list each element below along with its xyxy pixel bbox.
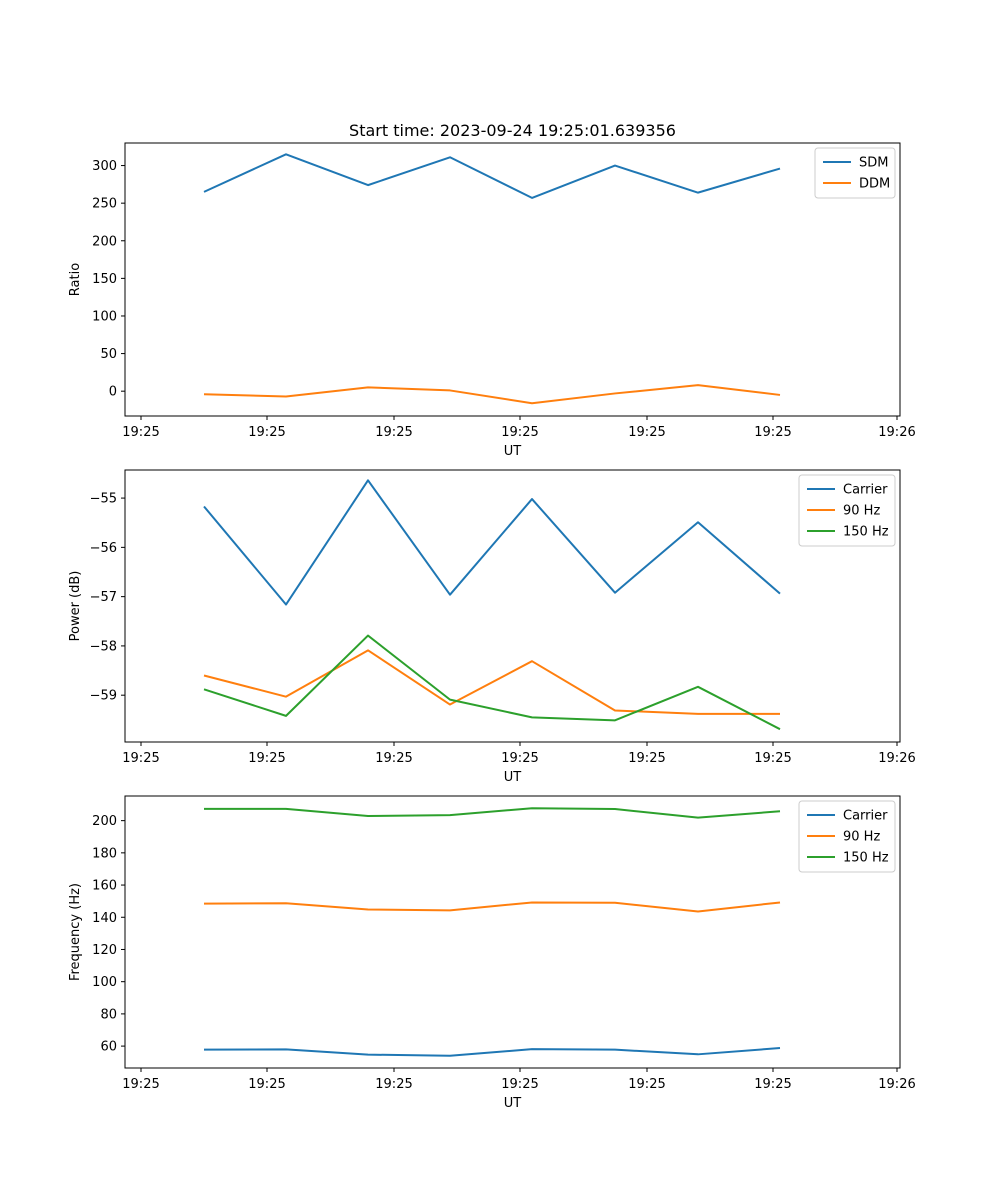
- y-tick-label: −57: [90, 590, 117, 605]
- plot-frame: [124, 142, 901, 417]
- x-tick-label: 19:25: [248, 751, 285, 766]
- legend-label: 150 Hz: [843, 851, 889, 866]
- x-tick-label: 19:25: [122, 425, 159, 440]
- chart-panel-1: Start time: 2023-09-24 19:25:01.639356 0 5…: [68, 121, 916, 459]
- x-tick-label: 19:25: [501, 751, 538, 766]
- y-tick-label: −59: [90, 689, 117, 704]
- chart-panel-3: 60 80 100 120 140 160 180 200 19:25 19:25 19:25 19:…: [68, 795, 916, 1111]
- legend-label: SDM: [859, 156, 888, 171]
- plot-frame: [124, 795, 901, 1069]
- x-tick-label: 19:25: [248, 1077, 285, 1092]
- x-tick-label: 19:25: [501, 425, 538, 440]
- y-tick-label: 140: [92, 911, 117, 926]
- x-tick-label: 19:25: [501, 1077, 538, 1092]
- legend-label: 90 Hz: [843, 830, 880, 845]
- x-tick-label: 19:25: [754, 1077, 791, 1092]
- series-line-carrier: [203, 1047, 781, 1057]
- legend-box: [814, 147, 896, 199]
- y-tick-label: 100: [92, 975, 117, 990]
- series-line-150-hz: [204, 807, 781, 819]
- legend-label: 150 Hz: [843, 525, 889, 540]
- y-tick-label: 80: [100, 1007, 117, 1022]
- y-tick-label: −56: [90, 541, 117, 556]
- series-line-90-hz: [203, 649, 780, 715]
- series-line-90-hz: [203, 901, 781, 913]
- x-axis-label: UT: [504, 770, 522, 785]
- y-axis-label: Power (dB): [68, 571, 83, 642]
- plot-frame: [124, 469, 901, 743]
- x-tick-label: 19:25: [628, 751, 665, 766]
- x-tick-label: 19:25: [375, 751, 412, 766]
- x-tick-label: 19:25: [628, 425, 665, 440]
- y-tick-label: 60: [100, 1040, 117, 1055]
- chart-panel-2: −55 −56 −57 −58 −59 19:25 19:25 19:25 19:25 19:25…: [68, 469, 916, 785]
- y-tick-label: 150: [92, 272, 117, 287]
- legend-label: Carrier: [843, 809, 888, 824]
- x-tick-label: 19:25: [122, 751, 159, 766]
- x-tick-label: 19:25: [375, 425, 412, 440]
- legend-box: [798, 800, 896, 873]
- y-tick-label: 200: [92, 234, 117, 249]
- legend: Carrier 90 Hz 150 Hz: [798, 474, 896, 547]
- legend: SDM DDM: [814, 147, 896, 199]
- x-tick-label: 19:25: [122, 1077, 159, 1092]
- y-axis-label: Ratio: [68, 263, 83, 296]
- series-line-carrier: [203, 479, 781, 606]
- y-tick-label: 160: [92, 879, 117, 894]
- y-tick-label: 50: [100, 347, 117, 362]
- series-line-150-hz: [203, 634, 781, 731]
- x-tick-label: 19:25: [754, 751, 791, 766]
- x-tick-label: 19:25: [375, 1077, 412, 1092]
- x-tick-label: 19:25: [248, 425, 285, 440]
- y-tick-label: 200: [92, 814, 117, 829]
- y-tick-label: −55: [90, 492, 117, 507]
- x-tick-label: 19:26: [878, 1077, 915, 1092]
- legend: Carrier 90 Hz 150 Hz: [798, 800, 896, 873]
- x-axis-label: UT: [504, 1096, 522, 1111]
- y-tick-label: −58: [90, 639, 117, 654]
- legend-label: Carrier: [843, 483, 888, 498]
- x-tick-label: 19:25: [628, 1077, 665, 1092]
- chart-title: Start time: 2023-09-24 19:25:01.639356: [349, 121, 676, 140]
- y-tick-label: 120: [92, 943, 117, 958]
- x-axis-label: UT: [504, 444, 522, 459]
- y-tick-label: 0: [109, 385, 117, 400]
- legend-box: [798, 474, 896, 547]
- x-tick-label: 19:25: [754, 425, 791, 440]
- y-tick-label: 300: [92, 159, 117, 174]
- y-tick-label: 100: [92, 309, 117, 324]
- y-axis-label: Frequency (Hz): [68, 883, 83, 981]
- x-tick-label: 19:26: [878, 751, 915, 766]
- legend-label: 90 Hz: [843, 504, 880, 519]
- series-line-sdm: [203, 153, 781, 199]
- x-tick-label: 19:26: [878, 425, 915, 440]
- legend-label: DDM: [859, 177, 890, 192]
- y-tick-label: 180: [92, 846, 117, 861]
- y-tick-label: 250: [92, 197, 117, 212]
- series-line-ddm: [203, 384, 781, 405]
